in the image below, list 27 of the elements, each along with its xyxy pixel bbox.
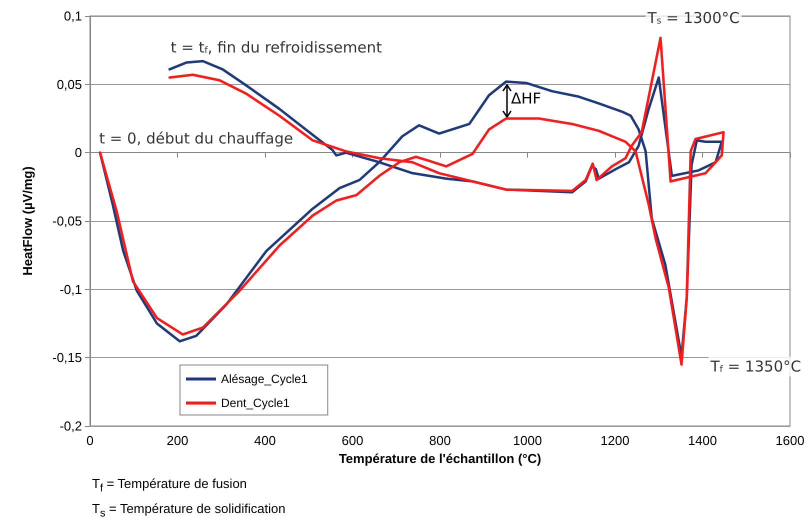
legend-label: Dent_Cycle1 <box>221 396 290 410</box>
y-tick-label: 0 <box>74 145 82 160</box>
x-axis-title: Température de l'échantillon (°C) <box>338 451 542 466</box>
y-axis-title: HeatFlow (µV/mg) <box>20 166 35 276</box>
annotation: t = tf, fin du refroidissement <box>170 38 382 56</box>
annotation: ΔHF <box>511 90 542 108</box>
x-tick-label: 200 <box>166 433 188 448</box>
x-tick-label: 400 <box>254 433 276 448</box>
text: T$_{f}$ = Température de fusion <box>92 475 248 497</box>
y-tick-label: -0,1 <box>60 282 82 297</box>
legend-label: Alésage_Cycle1 <box>221 372 308 386</box>
y-tick-label: -0,05 <box>52 214 82 228</box>
y-tick-label: -0,15 <box>52 350 82 366</box>
y-tick-label: 0,1 <box>64 8 82 24</box>
x-tick-label: 1400 <box>688 433 717 448</box>
x-tick-label: 800 <box>429 433 451 448</box>
x-tick-label: 600 <box>342 433 364 448</box>
annotation: Ts = 1300°C <box>646 8 740 27</box>
x-tick-label: 1600 <box>776 433 804 448</box>
x-tick-label: 0 <box>86 433 94 448</box>
text: T$_{s}$ = Température de solidification <box>92 500 286 522</box>
x-tick-label: 1200 <box>600 433 630 448</box>
x-tick-label: 1000 <box>513 433 542 448</box>
y-tick-label: 0,05 <box>56 76 82 92</box>
y-tick-label: -0,2 <box>60 418 82 434</box>
annotation: t = 0, début du chauffage <box>99 130 294 148</box>
annotation: Tf = 1350°C <box>710 358 802 376</box>
